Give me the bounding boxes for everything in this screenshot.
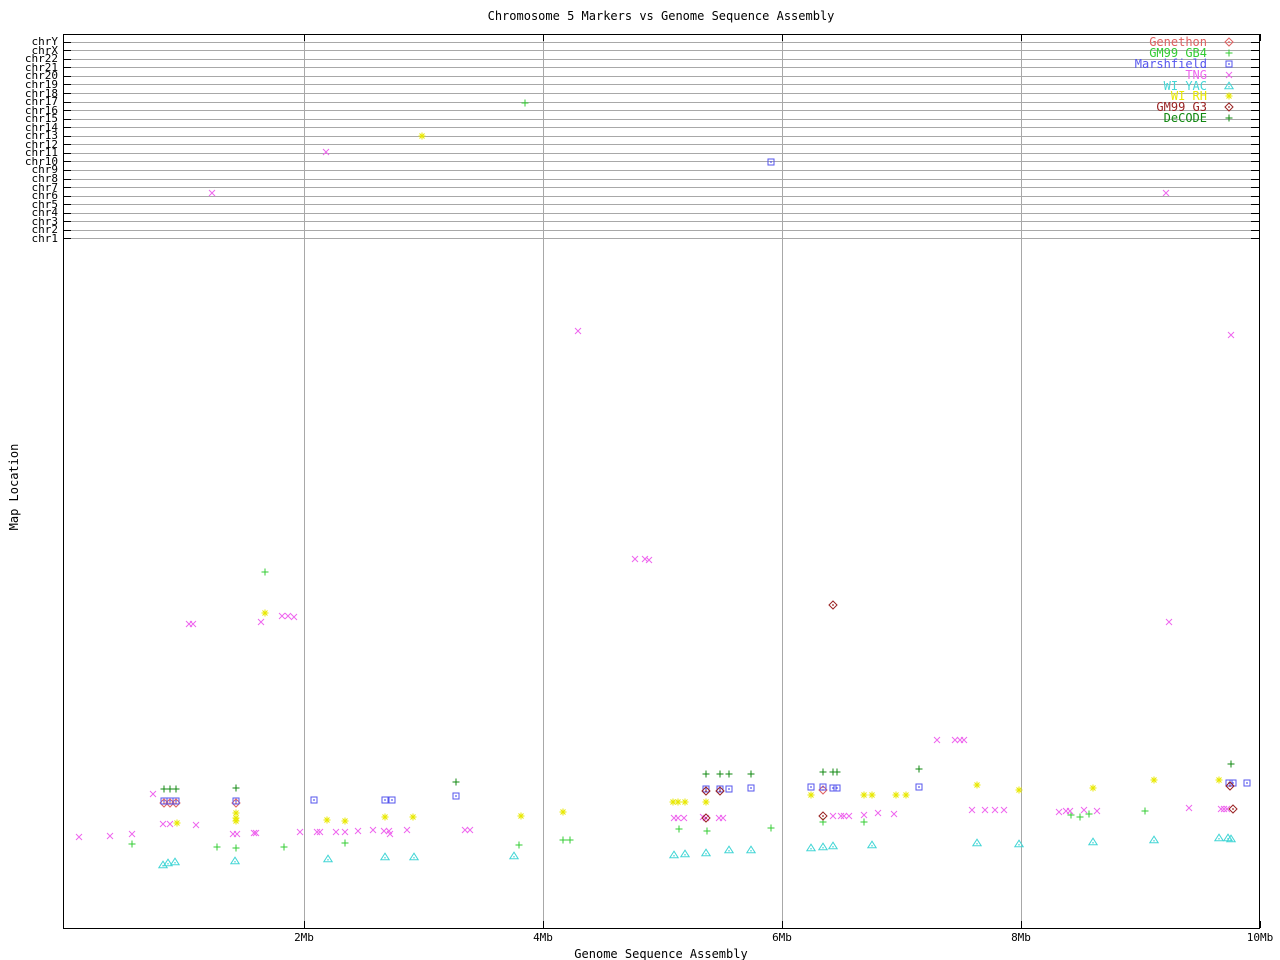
legend-label-wi-rh: WI RH <box>1170 88 1207 103</box>
series-wi-rh <box>173 132 1223 827</box>
ytick-label-chr17: chr17 <box>24 95 58 108</box>
y-axis-label: Map Location <box>7 443 21 531</box>
ytick-label-chr14: chr14 <box>24 120 58 134</box>
ytick-label-chr13: chr13 <box>24 129 58 143</box>
ytick-label-chr5: chr5 <box>31 197 59 211</box>
legend-label-gm99-gb4: GM99 GB4 <box>1149 45 1207 60</box>
legend-label-gm99-g3: GM99 G3 <box>1156 99 1207 114</box>
ytick-label-chr7: chr7 <box>31 180 59 194</box>
ytick-label-chr2: chr2 <box>31 223 59 237</box>
ytick-label-chr1: chr1 <box>31 231 59 245</box>
series-gm99-g3 <box>701 600 1238 823</box>
ytick-label-chrX: chrX <box>31 43 59 57</box>
legend-label-marshfield: Marshfield <box>1134 56 1207 71</box>
ytick-label-chr9: chr9 <box>31 163 59 177</box>
ytick-label-chr12: chr12 <box>24 137 58 151</box>
ytick-label-chr22: chr22 <box>24 52 58 66</box>
series-tng <box>75 148 1235 841</box>
ytick-label-chr8: chr8 <box>31 172 59 185</box>
ytick-label-chr20: chr20 <box>24 69 58 83</box>
ytick-label-chr6: chr6 <box>31 189 59 203</box>
legend-label-tng: TNG <box>1185 67 1207 82</box>
series-gm99-gb4 <box>128 99 1149 852</box>
ytick-label-chr19: chr19 <box>24 77 58 91</box>
series-marshfield <box>160 158 1251 805</box>
ytick-label-chr11: chr11 <box>24 146 58 160</box>
xtick-label-8Mb: 8Mb <box>1011 931 1031 944</box>
series-genethon <box>159 785 828 808</box>
x-axis-label: Genome Sequence Assembly <box>574 947 748 960</box>
ytick-label-chr3: chr3 <box>31 214 59 228</box>
chart-title: Chromosome 5 Markers vs Genome Sequence … <box>487 9 835 23</box>
series-wi-yac <box>157 833 1237 869</box>
ytick-label-chr16: chr16 <box>24 103 58 117</box>
series-decode <box>160 760 1235 793</box>
xtick-label-6Mb: 6Mb <box>772 931 792 944</box>
legend-label-wi-yac: WI YAC <box>1163 78 1207 93</box>
ytick-label-chr18: chr18 <box>24 86 58 100</box>
xtick-label-2Mb: 2Mb <box>294 931 314 944</box>
legend-label-genethon: Genethon <box>1149 34 1207 49</box>
xtick-label-10Mb: 10Mb <box>1246 931 1274 944</box>
ytick-label-chrY: chrY <box>31 35 59 49</box>
ytick-label-chr4: chr4 <box>31 206 59 220</box>
ytick-label-chr10: chr10 <box>24 154 58 168</box>
legend-label-decode: DeCODE <box>1163 110 1207 125</box>
xtick-label-4Mb: 4Mb <box>533 931 553 944</box>
ytick-label-chr21: chr21 <box>24 60 58 74</box>
ytick-label-chr15: chr15 <box>24 112 58 126</box>
